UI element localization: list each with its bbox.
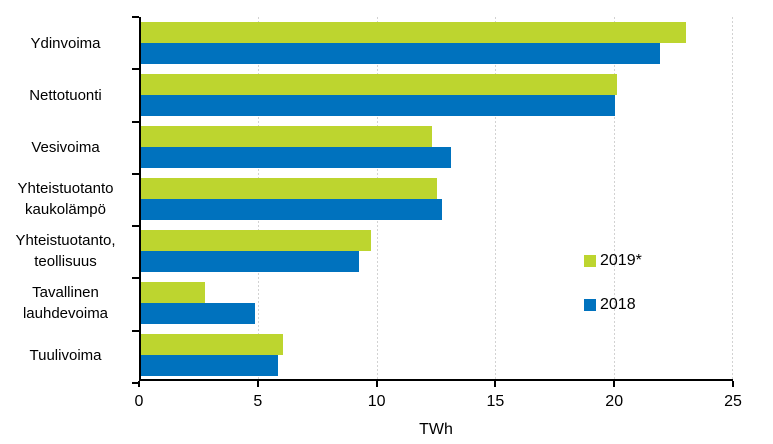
category-label-2: Vesivoima [31, 138, 100, 156]
y-tick-3 [132, 172, 139, 175]
gridline-x-20 [613, 17, 615, 379]
bar-2019-6 [141, 334, 284, 355]
y-tick-4 [132, 225, 139, 228]
x-tick-0 [138, 381, 140, 387]
x-axis: 0 5 10 15 20 25 [135, 381, 742, 421]
bar-2019-3 [141, 178, 437, 199]
y-axis-category-labels: Ydinvoima Nettotuonti Vesivoima Yhteistuota… [0, 17, 131, 381]
x-tick-10 [375, 381, 378, 387]
x-tick-20 [613, 381, 616, 387]
category-label-4: Yhteistuotanto, teollisuus [15, 232, 116, 270]
y-tick-5 [132, 277, 139, 280]
bar-group-6 [141, 329, 733, 381]
legend-item-2019: 2019* [584, 251, 642, 271]
bar-group-2 [141, 121, 733, 173]
bar-group-5 [141, 277, 733, 329]
bar-2018-1 [141, 95, 615, 116]
bar-2019-1 [141, 74, 617, 95]
bar-2018-5 [141, 303, 255, 324]
bar-group-1 [141, 69, 733, 121]
x-tick-15 [494, 381, 497, 387]
y-tick-6 [132, 329, 139, 332]
category-label-3: Yhteistuotanto kaukolämpö [17, 180, 114, 218]
category-label-0: Ydinvoima [30, 34, 101, 52]
category-label-5: Tavallinen lauhdevoima [22, 284, 109, 322]
bar-2019-5 [141, 282, 205, 303]
bar-2019-4 [141, 230, 371, 251]
bar-group-3 [141, 173, 733, 225]
plot-area [139, 17, 733, 381]
legend: 2019* 2018 [584, 251, 642, 339]
bar-2018-4 [141, 251, 359, 272]
x-tick-25 [732, 381, 734, 387]
x-tick-label-20: 20 [605, 393, 624, 410]
legend-swatch-2019 [584, 255, 596, 267]
legend-item-2018: 2018 [584, 295, 642, 315]
x-tick-label-5: 5 [253, 393, 263, 410]
bar-2018-3 [141, 199, 442, 220]
gridline-x-15 [495, 17, 497, 379]
legend-label-2019: 2019* [600, 252, 642, 269]
category-label-1: Nettotuonti [29, 86, 102, 104]
y-tick-0 [132, 16, 139, 18]
legend-swatch-2018 [584, 299, 596, 311]
y-tick-7 [132, 382, 139, 384]
bar-2019-0 [141, 22, 686, 43]
x-axis-title: TWh [419, 421, 453, 438]
bar-2019-2 [141, 126, 433, 147]
bar-group-0 [141, 17, 733, 69]
y-tick-2 [132, 120, 139, 123]
bar-group-4 [141, 225, 733, 277]
x-tick-label-10: 10 [367, 393, 386, 410]
bar-2018-0 [141, 43, 660, 64]
x-tick-label-25: 25 [724, 393, 742, 410]
x-tick-label-0: 0 [134, 393, 144, 410]
gridline-x-25 [732, 17, 733, 379]
bar-2018-6 [141, 355, 279, 376]
bar-2018-2 [141, 147, 452, 168]
y-axis-ticks [132, 16, 139, 384]
category-label-6: Tuulivoima [29, 346, 102, 364]
legend-label-2018: 2018 [600, 296, 636, 313]
y-tick-1 [132, 68, 139, 71]
x-tick-5 [256, 381, 259, 387]
x-tick-label-15: 15 [486, 393, 505, 410]
